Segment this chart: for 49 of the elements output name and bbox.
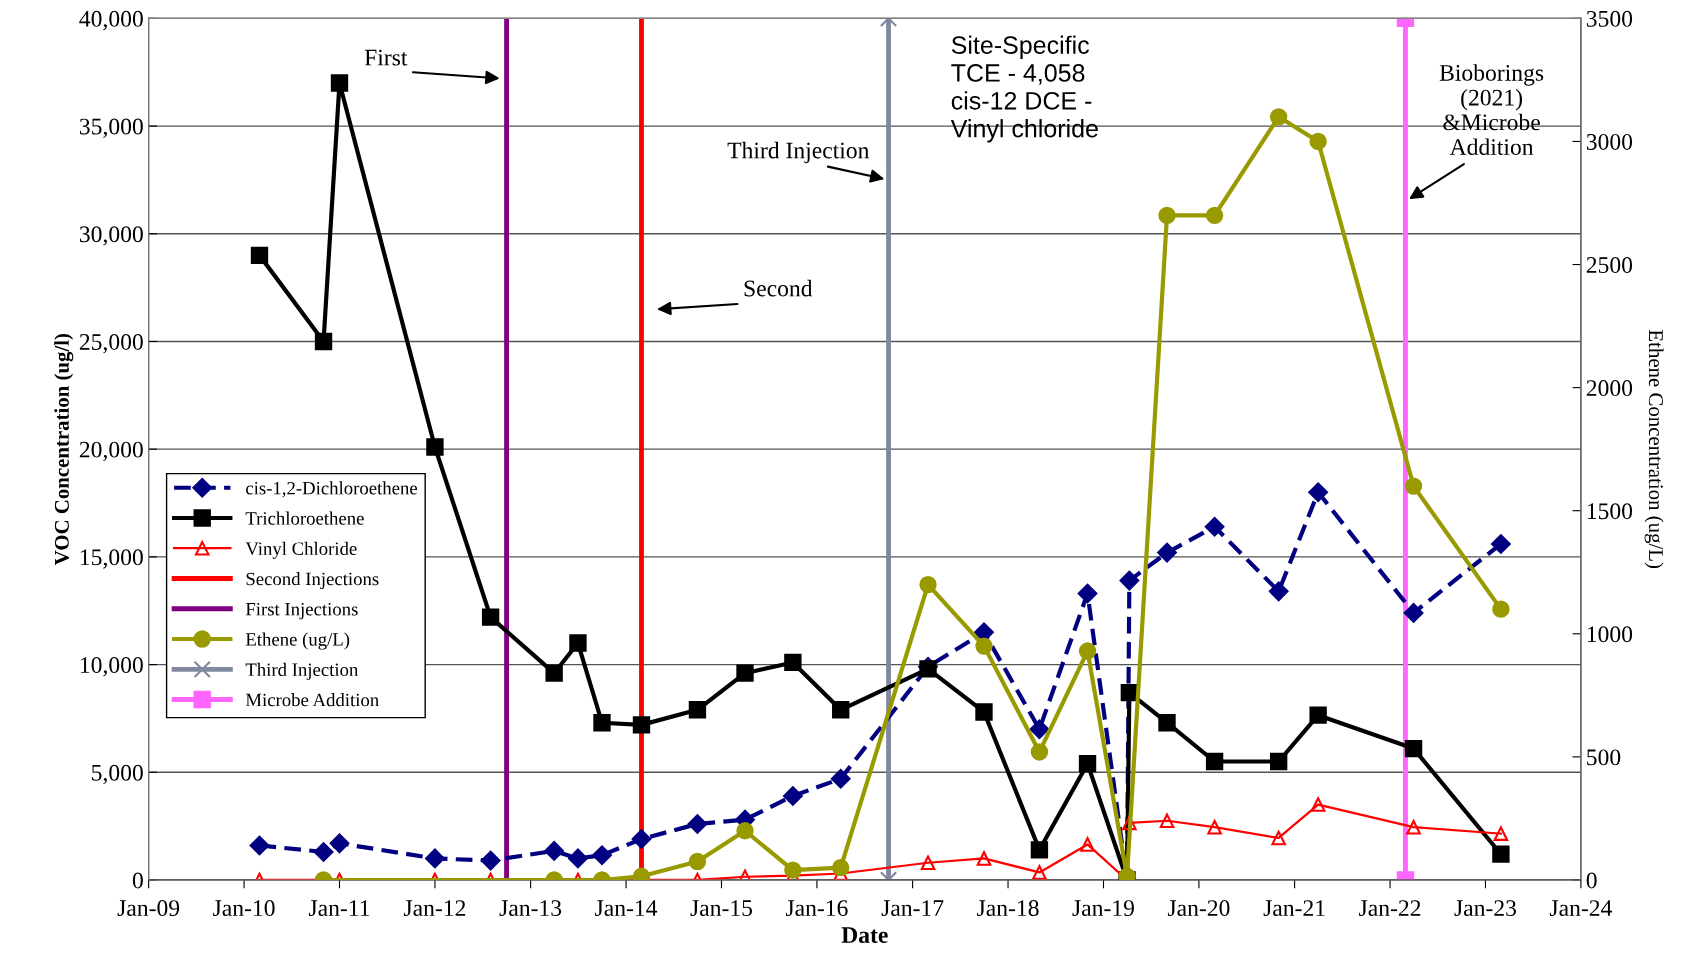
- y2-tick-label: 3500: [1586, 10, 1633, 27]
- legend-label: Second Injections: [246, 572, 379, 590]
- y-tick-label: 0: [132, 872, 143, 889]
- x-axis-title: Date: [841, 927, 888, 943]
- y2-tick-label: 3000: [1586, 133, 1633, 150]
- y2-tick-label: 2500: [1586, 257, 1633, 273]
- x-tick-label: Jan-22: [1359, 900, 1421, 917]
- annotation: First: [364, 49, 408, 66]
- y2-tick-label: 0: [1586, 872, 1597, 889]
- x-tick-label: Jan-18: [977, 900, 1039, 917]
- y-tick-label: 25,000: [79, 333, 143, 354]
- y2-tick-label: 1500: [1587, 503, 1633, 520]
- y2-tick-label: 1000: [1587, 626, 1633, 643]
- x-tick-label: Jan-16: [785, 900, 848, 917]
- annotation: Site-Specific TCE - 4,058 cis-12 DCE - Vinyl chloride: [950, 35, 1098, 143]
- x-tick-label: Jan-14: [595, 900, 658, 917]
- legend-label: First Injections: [245, 602, 358, 620]
- y2-tick-label: 500: [1587, 749, 1621, 766]
- y-tick-label: 10,000: [80, 657, 143, 677]
- annotation: Third Injection: [727, 141, 870, 164]
- x-tick-label: Jan-24: [1549, 900, 1613, 917]
- y2-tick-label: 2000: [1586, 380, 1633, 397]
- legend-label: Microbe Addition: [245, 693, 379, 707]
- legend-label: Trichloroethene: [245, 511, 364, 525]
- x-tick-label: Jan-13: [499, 900, 562, 917]
- x-tick-label: Jan-20: [1167, 900, 1230, 917]
- x-tick-label: Jan-10: [213, 900, 275, 917]
- legend-label: Third Injection: [245, 662, 359, 680]
- x-tick-label: Jan-15: [690, 900, 753, 917]
- y-tick-label: 30,000: [79, 226, 143, 246]
- legend-label: cis-1,2-Dichloroethene: [246, 481, 418, 498]
- x-tick-label: Jan-17: [881, 900, 944, 917]
- x-tick-label: Jan-21: [1263, 900, 1325, 917]
- y-tick-label: 15,000: [80, 549, 143, 569]
- x-tick-label: Jan-11: [308, 900, 370, 917]
- x-tick-label: Jan-19: [1072, 900, 1134, 917]
- x-tick-label: Jan-23: [1454, 900, 1517, 917]
- annotation: Bioborings (2021) &Microbe Addition: [1439, 64, 1544, 155]
- annotation: Second: [744, 279, 813, 297]
- y-tick-label: 5,000: [92, 764, 143, 785]
- legend-label: Ethene (ug/L): [245, 632, 350, 650]
- y-axis-title: VOC Concentration (ug/l): [54, 333, 74, 566]
- x-tick-label: Jan-12: [403, 900, 466, 917]
- legend-label: Vinyl Chloride: [245, 541, 357, 559]
- y-tick-label: 40,000: [79, 10, 143, 31]
- y-tick-label: 35,000: [79, 118, 143, 138]
- y2-axis-title: Ethene Concentration (ug/L): [1644, 330, 1664, 569]
- x-tick-label: Jan-09: [117, 900, 180, 917]
- y-tick-label: 20,000: [79, 441, 143, 461]
